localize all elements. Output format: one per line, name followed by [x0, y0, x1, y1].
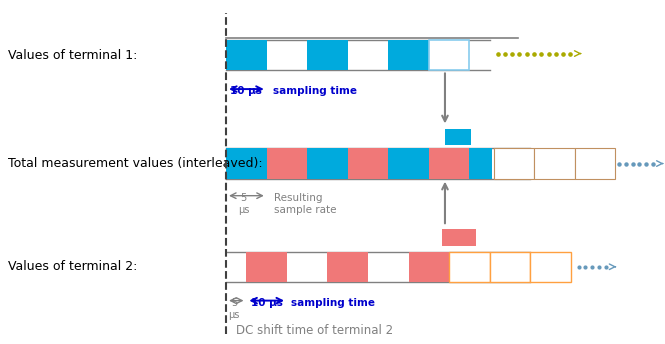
Text: Resulting
sample rate: Resulting sample rate [274, 193, 336, 215]
Bar [307, 40, 348, 71]
Text: Values of terminal 2:: Values of terminal 2: [8, 260, 138, 273]
Bar [534, 148, 575, 179]
Bar [226, 40, 267, 71]
Bar [575, 148, 615, 179]
Text: 10 μs: 10 μs [251, 298, 283, 308]
Bar [493, 148, 534, 179]
Bar [429, 148, 469, 179]
Bar [226, 148, 267, 179]
Bar [388, 40, 429, 71]
Text: sampling time: sampling time [273, 86, 356, 96]
Bar [442, 229, 475, 246]
Bar [449, 251, 489, 282]
Bar [388, 148, 429, 179]
Text: Total measurement values (interleaved):: Total measurement values (interleaved): [8, 157, 263, 170]
Text: Values of terminal 1:: Values of terminal 1: [8, 49, 138, 62]
Bar [530, 251, 571, 282]
Bar [267, 148, 307, 179]
Bar [429, 40, 469, 71]
Bar [327, 251, 368, 282]
Text: 5
µs: 5 µs [238, 193, 249, 215]
Text: sampling time: sampling time [291, 298, 375, 308]
Text: DC shift time of terminal 2: DC shift time of terminal 2 [236, 324, 394, 337]
Bar [408, 251, 449, 282]
Bar [307, 148, 348, 179]
Text: 10 μs: 10 μs [231, 86, 263, 96]
Bar [247, 251, 287, 282]
Bar [469, 148, 491, 179]
Bar [489, 251, 530, 282]
Text: 5
µs: 5 µs [229, 298, 240, 320]
Bar [445, 129, 471, 145]
Bar [348, 148, 388, 179]
